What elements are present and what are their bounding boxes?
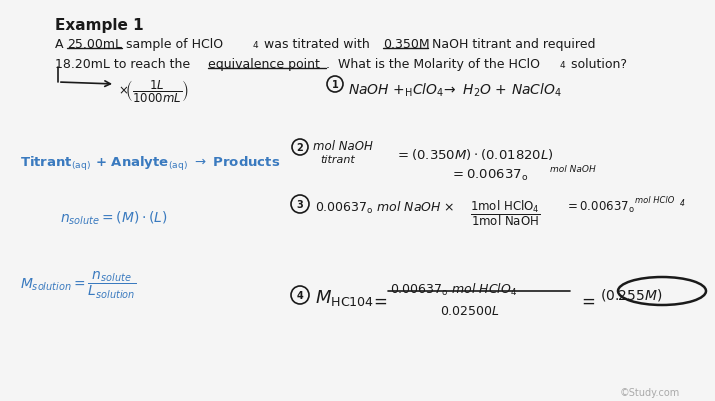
- Text: 3: 3: [297, 200, 303, 209]
- Text: $=$: $=$: [578, 291, 596, 309]
- Text: $= (0.350M)\cdot(0.01820L)$: $= (0.350M)\cdot(0.01820L)$: [395, 147, 553, 162]
- Text: solution?: solution?: [567, 58, 627, 71]
- Text: $0.00637_{\rm o}$ mol NaOH $\times$: $0.00637_{\rm o}$ mol NaOH $\times$: [315, 200, 455, 216]
- Text: 0.350M: 0.350M: [383, 38, 430, 51]
- Text: 2: 2: [297, 143, 303, 153]
- Text: $0.00637_{\rm o}$ mol HClO$_4$: $0.00637_{\rm o}$ mol HClO$_4$: [390, 281, 518, 298]
- Text: 4: 4: [253, 41, 259, 50]
- Text: mol NaOH: mol NaOH: [313, 140, 373, 153]
- Text: 4: 4: [560, 61, 566, 70]
- Text: 1: 1: [332, 80, 338, 90]
- Text: NaOH +$_{\rm H}$ClO$_4\!\rightarrow$ H$_2$O + NaClO$_4$: NaOH +$_{\rm H}$ClO$_4\!\rightarrow$ H$_…: [348, 82, 562, 99]
- Text: $=$: $=$: [370, 291, 388, 309]
- Text: 18.20mL to reach the: 18.20mL to reach the: [55, 58, 194, 71]
- Text: $M_{\rm HC104}$: $M_{\rm HC104}$: [315, 287, 374, 307]
- Text: 25.00mL: 25.00mL: [67, 38, 122, 51]
- Text: ©Study.com: ©Study.com: [620, 387, 680, 397]
- Text: $\times\!\left(\dfrac{1L}{1000mL}\right)$: $\times\!\left(\dfrac{1L}{1000mL}\right)…: [118, 78, 189, 104]
- Text: Titrant$_{\sf (aq)}$ + Analyte$_{\sf (aq)}$ $\rightarrow$ Products: Titrant$_{\sf (aq)}$ + Analyte$_{\sf (aq…: [20, 155, 280, 172]
- Text: was titrated with: was titrated with: [260, 38, 374, 51]
- Text: 4: 4: [297, 290, 303, 300]
- Text: sample of HClO: sample of HClO: [122, 38, 223, 51]
- Text: mol HClO: mol HClO: [635, 196, 674, 205]
- Text: $(0.255M)$: $(0.255M)$: [600, 286, 663, 302]
- Text: NaOH titrant and required: NaOH titrant and required: [428, 38, 596, 51]
- Text: $0.02500L$: $0.02500L$: [440, 304, 500, 317]
- Text: $n_{\it solute} = (M)\cdot(L)$: $n_{\it solute} = (M)\cdot(L)$: [60, 209, 168, 227]
- Text: $= 0.00637_{\rm o}$: $= 0.00637_{\rm o}$: [565, 200, 635, 215]
- Text: $M_{\it solution} = \dfrac{n_{\it solute}}{L_{\it solution}}$: $M_{\it solution} = \dfrac{n_{\it solute…: [20, 269, 137, 300]
- Text: equivalence point: equivalence point: [208, 58, 320, 71]
- Text: mol NaOH: mol NaOH: [550, 164, 596, 174]
- Text: .  What is the Molarity of the HClO: . What is the Molarity of the HClO: [326, 58, 540, 71]
- Text: $\dfrac{1{\rm mol\ HClO}_4}{1{\rm mol\ NaOH}}$: $\dfrac{1{\rm mol\ HClO}_4}{1{\rm mol\ N…: [470, 198, 541, 227]
- Text: Example 1: Example 1: [55, 18, 144, 33]
- Text: $= 0.00637_{\rm o}$: $= 0.00637_{\rm o}$: [450, 168, 528, 182]
- Text: 4: 4: [680, 198, 685, 207]
- Text: titrant: titrant: [320, 155, 355, 164]
- Text: A: A: [55, 38, 67, 51]
